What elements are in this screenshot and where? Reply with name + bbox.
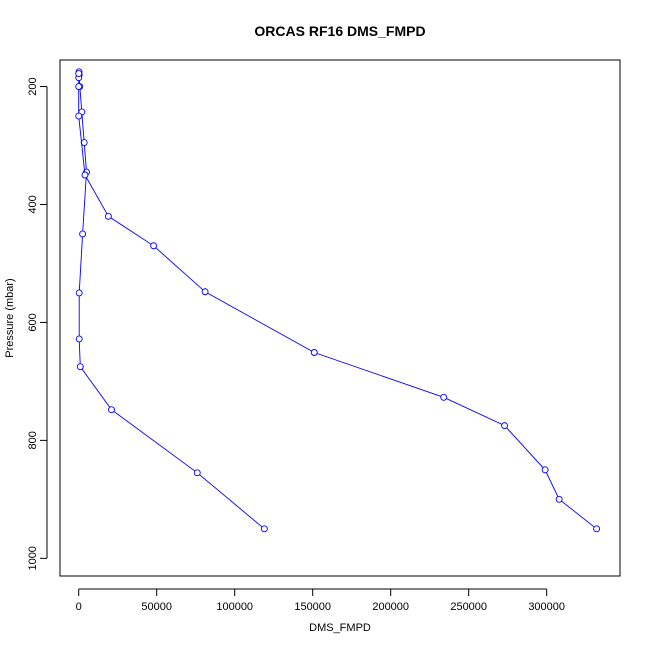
- data-point: [76, 363, 84, 371]
- data-point: [555, 495, 563, 503]
- data-point: [75, 83, 83, 90]
- data-point: [150, 242, 158, 250]
- y-tick-label: 200: [27, 77, 39, 95]
- data-point: [201, 288, 209, 296]
- data-point: [75, 335, 83, 343]
- data-point: [193, 469, 201, 477]
- data-point: [440, 393, 448, 401]
- data-point: [108, 406, 115, 414]
- x-tick-label: 200000: [372, 601, 409, 613]
- x-axis-label: DMS_FMPD: [309, 622, 371, 634]
- data-point: [75, 112, 83, 120]
- data-point: [593, 525, 601, 533]
- data-point: [501, 422, 509, 430]
- series-layer: [75, 68, 601, 533]
- series-line-2: [78, 73, 597, 530]
- chart-title: ORCAS RF16 DMS_FMPD: [254, 23, 425, 39]
- x-tick-label: 0: [76, 601, 82, 613]
- data-point: [81, 171, 89, 179]
- x-tick-label: 50000: [141, 601, 172, 613]
- y-axis: 200 400 600 800 1000: [27, 77, 48, 571]
- data-point: [260, 525, 268, 533]
- plot-frame: [59, 59, 621, 577]
- y-tick-label: 600: [27, 313, 39, 331]
- y-tick-label: 800: [27, 431, 39, 449]
- x-axis: 0 50000 100000 150000 200000 250000 300000: [76, 588, 565, 613]
- data-point: [79, 230, 87, 238]
- data-point: [75, 289, 83, 297]
- x-tick-label: 250000: [450, 601, 487, 613]
- data-point: [104, 212, 112, 220]
- x-tick-label: 150000: [294, 601, 331, 613]
- data-point: [541, 466, 549, 474]
- y-tick-label: 1000: [27, 546, 39, 570]
- y-axis-label: Pressure (mbar): [4, 278, 16, 357]
- y-tick-label: 400: [27, 195, 39, 213]
- x-tick-label: 100000: [216, 601, 253, 613]
- x-tick-label: 300000: [528, 601, 565, 613]
- data-point: [75, 70, 83, 78]
- data-point: [310, 349, 318, 356]
